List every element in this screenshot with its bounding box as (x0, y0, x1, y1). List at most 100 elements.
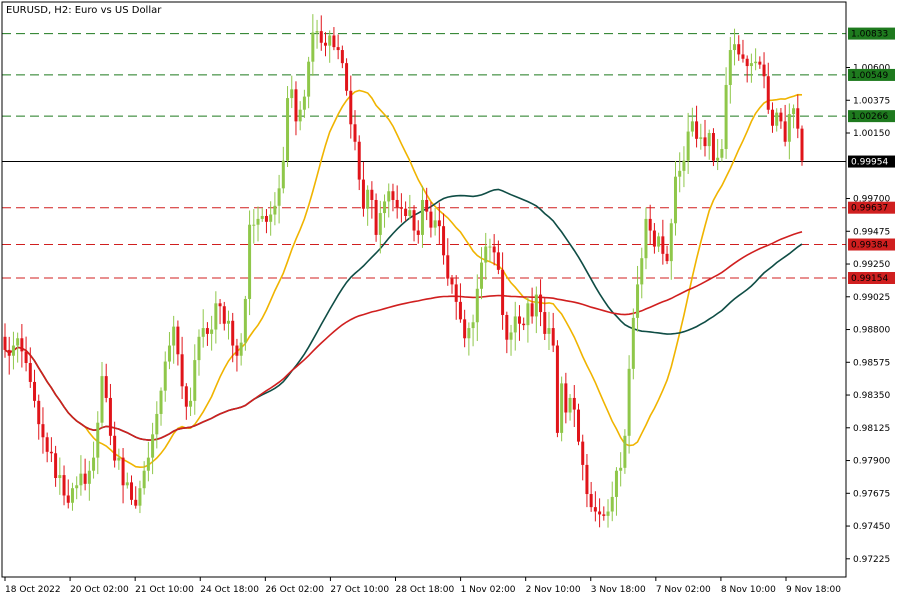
current-price-tag (848, 155, 895, 168)
candle (644, 207, 648, 270)
candle (492, 234, 496, 266)
candle-body (695, 121, 699, 139)
candle (87, 460, 91, 501)
candle (269, 201, 273, 236)
candle (391, 183, 395, 212)
candle (302, 89, 306, 118)
candle (433, 207, 437, 236)
candle-body (560, 383, 564, 433)
candle-body (526, 303, 530, 326)
candle (454, 275, 458, 320)
candle (16, 332, 20, 363)
candle (340, 45, 344, 69)
candle-body (3, 336, 7, 350)
moving-average-mid (4, 188, 803, 441)
candle-body (644, 218, 648, 259)
candle-body (800, 128, 804, 161)
candle (281, 146, 285, 194)
candle (737, 35, 741, 61)
candle-body (661, 236, 665, 254)
time-tick-label: 8 Nov 10:00 (721, 585, 776, 595)
candle (151, 422, 155, 475)
candle (231, 312, 235, 363)
candle-body (273, 205, 277, 215)
candle-body (163, 361, 167, 391)
candle-body (286, 98, 290, 161)
candle (323, 32, 327, 57)
candle-body (184, 386, 188, 407)
moving-average-slow (4, 231, 803, 441)
candle (349, 75, 353, 139)
chart-title: EURUSD, H2: Euro vs US Dollar (6, 5, 162, 16)
candle (58, 457, 62, 495)
candle (690, 107, 694, 137)
time-tick-label: 27 Oct 10:00 (330, 585, 389, 595)
candle (176, 320, 180, 366)
candle-body (509, 332, 513, 340)
candle (513, 301, 517, 351)
candle-body (686, 131, 690, 161)
candle (551, 312, 555, 353)
price-tick-label: 0.97675 (853, 489, 890, 499)
candle-body (239, 342, 243, 356)
candle-body (277, 188, 281, 206)
candle-body (657, 236, 661, 247)
candle-body (24, 351, 28, 364)
candle-body (484, 246, 488, 263)
support-level-label: 0.99637 (851, 204, 888, 214)
candle-body (463, 319, 467, 339)
candle-body (20, 338, 24, 352)
candle (606, 499, 610, 528)
candle-body (728, 50, 732, 85)
support-level-tag (848, 201, 895, 214)
candle-body (54, 453, 58, 479)
candle-body (226, 320, 230, 324)
candle (239, 333, 243, 366)
candle-body (513, 316, 517, 333)
candle (745, 55, 749, 83)
candle (130, 475, 134, 505)
time-tick-label: 18 Oct 2022 (5, 585, 61, 595)
candle (134, 486, 138, 509)
candle-body (374, 199, 378, 235)
candle (45, 432, 49, 463)
candle (416, 220, 420, 244)
candle-body (100, 376, 104, 423)
candle (142, 461, 146, 495)
candle (425, 187, 429, 221)
price-tick-label: 0.99700 (853, 195, 890, 205)
candle (24, 336, 28, 372)
candle-body (412, 210, 416, 231)
candle-body (311, 32, 315, 62)
candle-body (577, 409, 581, 442)
candle-body (176, 326, 180, 355)
candle (728, 37, 732, 104)
candle (298, 101, 302, 131)
candle (412, 205, 416, 242)
candle-body (534, 294, 538, 317)
candle (602, 506, 606, 521)
candle-body (151, 434, 155, 458)
time-axis: 18 Oct 2022 20 Oct 02:00 21 Oct 10:00 24 Oc… (4, 577, 841, 595)
candle-body (716, 157, 720, 161)
candle (357, 135, 361, 191)
candle-body (294, 89, 298, 122)
candle-body (543, 312, 547, 334)
candle-body (117, 457, 121, 461)
candle-body (62, 475, 66, 496)
candle-body (378, 213, 382, 235)
candle-body (349, 90, 353, 125)
candle-body (442, 226, 446, 256)
candle-body (665, 253, 669, 262)
candle (311, 14, 315, 76)
candle-body (480, 262, 484, 289)
candle-body (104, 376, 108, 398)
candle (264, 209, 268, 234)
candle-body (214, 303, 218, 330)
time-tick-label: 24 Oct 18:00 (200, 585, 259, 595)
candle-body (741, 54, 745, 59)
candle (716, 138, 720, 171)
candle-body (614, 470, 618, 497)
candle (741, 39, 745, 63)
